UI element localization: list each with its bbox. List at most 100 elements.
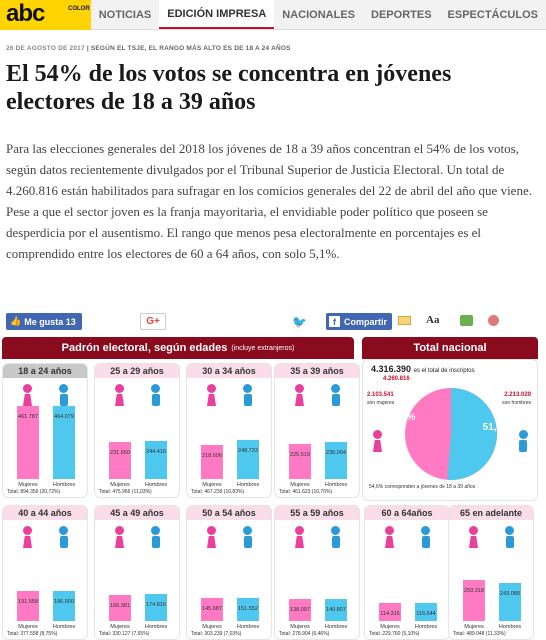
group-total: Total: 467.239 (10,83%) (191, 489, 245, 495)
women-value: 218.606 (202, 453, 222, 459)
gender-pie (405, 388, 497, 480)
font-size-icon[interactable]: Aa (426, 314, 440, 326)
women-bar (17, 406, 39, 479)
men-value: 248.733 (238, 448, 258, 454)
age-card: 55 a 59 años 138.097 140.807 Mujeres Hombres… (274, 505, 360, 640)
abc-logo[interactable]: abc COLOR (0, 0, 91, 30)
nav-item-nacionales[interactable]: NACIONALES (282, 8, 356, 21)
age-range-label: 55 a 59 años (275, 506, 359, 520)
woman-body-icon (23, 394, 32, 406)
men-value: 151.552 (238, 606, 258, 612)
group-total: Total: 894.356 (20,72%) (7, 489, 61, 495)
infographic: Padrón electoral, según edades (incluye … (0, 337, 546, 640)
man-body-icon (519, 440, 527, 452)
woman-icon (295, 526, 304, 535)
women-label: son mujeres (367, 400, 395, 406)
man-body-icon (60, 536, 68, 548)
panel-note: (incluye extranjeros) (231, 344, 295, 352)
group-total: Total: 330.127 (7,65%) (99, 631, 150, 637)
men-bar (325, 599, 347, 621)
woman-body-icon (207, 536, 216, 548)
article-date: 26 DE AGOSTO DE 2017 (6, 45, 85, 52)
women-label: Mujeres (290, 624, 310, 630)
women-value: 231.650 (110, 450, 130, 456)
report-error-icon[interactable] (488, 315, 499, 326)
man-icon (151, 526, 160, 535)
google-plus-button[interactable]: G+ (140, 313, 166, 330)
women-label: Mujeres (110, 482, 130, 488)
facebook-share-button[interactable]: f Compartir (326, 313, 392, 330)
men-label: Hombres (144, 624, 168, 630)
men-value: 243.088 (500, 591, 520, 597)
men-pct: 51,3% (482, 422, 511, 433)
women-label: Mujeres (202, 624, 222, 630)
men-bar (325, 442, 347, 479)
woman-icon (207, 384, 216, 393)
men-value: 140.807 (326, 607, 346, 613)
woman-body-icon (295, 536, 304, 548)
dateline: 26 DE AGOSTO DE 2017 | SEGÚN EL TSJE, EL… (6, 45, 291, 52)
men-label: Hombres (324, 482, 348, 488)
thumbs-up-icon: 👍 (10, 316, 22, 326)
woman-body-icon (23, 536, 32, 548)
men-bar (53, 406, 75, 479)
age-card: 35 a 39 años 225.619 236.004 Mujeres Hombres… (274, 363, 360, 498)
nav-item-noticias[interactable]: NOTICIAS (98, 8, 152, 21)
headline: El 54% de los votos se concentra en jóve… (6, 61, 452, 115)
men-bar (53, 591, 75, 621)
man-icon (59, 384, 68, 393)
age-card: 60 a 64años 114.316 116.544 Mujeres Hombres T… (364, 505, 450, 640)
man-icon (519, 430, 528, 439)
man-icon (331, 384, 340, 393)
women-bar (463, 580, 485, 621)
man-body-icon (60, 394, 68, 406)
women-bar (379, 603, 401, 621)
nav-item-espectaculos[interactable]: ESPECTÁCULOS (447, 8, 538, 21)
women-label: Mujeres (110, 624, 130, 630)
age-range-label: 35 a 39 años (275, 364, 359, 378)
age-card: 25 a 29 años 231.650 244.416 Mujeres Hombres… (94, 363, 180, 498)
facebook-like-button[interactable]: 👍 Me gusta 13 (6, 313, 82, 330)
man-body-icon (332, 536, 340, 548)
men-label: son hombres (502, 400, 531, 406)
age-card: 18 a 24 años 461.787 464.079 Mujeres Hombres… (2, 363, 88, 498)
panel-title-text: Padrón electoral, según edades (61, 342, 228, 354)
age-card: 65 en adelante 259.318 243.088 Mujeres Hombr… (448, 505, 534, 640)
age-range-label: 30 a 34 años (187, 364, 271, 378)
men-bar (499, 583, 521, 621)
nav-item-deportes[interactable]: DEPORTES (371, 8, 432, 21)
men-value: 2.213.029 (504, 392, 531, 398)
age-range-label: 18 a 24 años (3, 364, 87, 378)
women-label: Mujeres (464, 624, 484, 630)
women-value: 191.558 (18, 599, 38, 605)
men-label: Hombres (498, 624, 522, 630)
women-label: Mujeres (202, 482, 222, 488)
man-body-icon (332, 394, 340, 406)
men-value: 464.079 (54, 414, 74, 420)
woman-body-icon (385, 536, 394, 548)
women-bar (289, 444, 311, 479)
total-suffix: es el total de inscriptos (413, 368, 475, 374)
age-range-label: 45 a 49 años (95, 506, 179, 520)
women-label: Mujeres (290, 482, 310, 488)
woman-icon (385, 526, 394, 535)
woman-icon (295, 384, 304, 393)
age-range-label: 50 a 54 años (187, 506, 271, 520)
print-icon[interactable] (460, 315, 473, 326)
twitter-icon[interactable]: 🐦 (292, 315, 307, 329)
woman-body-icon (115, 536, 124, 548)
men-label: Hombres (52, 624, 76, 630)
man-icon (331, 526, 340, 535)
man-icon (243, 526, 252, 535)
women-value: 114.316 (380, 611, 400, 617)
mail-icon[interactable] (398, 316, 411, 325)
men-value: 174.816 (146, 602, 166, 608)
pie-men (447, 388, 497, 480)
woman-body-icon (373, 440, 382, 452)
group-total: Total: 475.966 (11,03%) (99, 489, 152, 495)
total-title: Total nacional (362, 337, 538, 359)
women-value: 166.381 (110, 603, 130, 609)
total-box: 4.316.390 es el total de inscriptos 4.26… (362, 359, 538, 501)
nav-item-edicion-impresa[interactable]: EDICIÓN IMPRESA (159, 0, 275, 29)
women-value: 138.097 (290, 607, 310, 613)
